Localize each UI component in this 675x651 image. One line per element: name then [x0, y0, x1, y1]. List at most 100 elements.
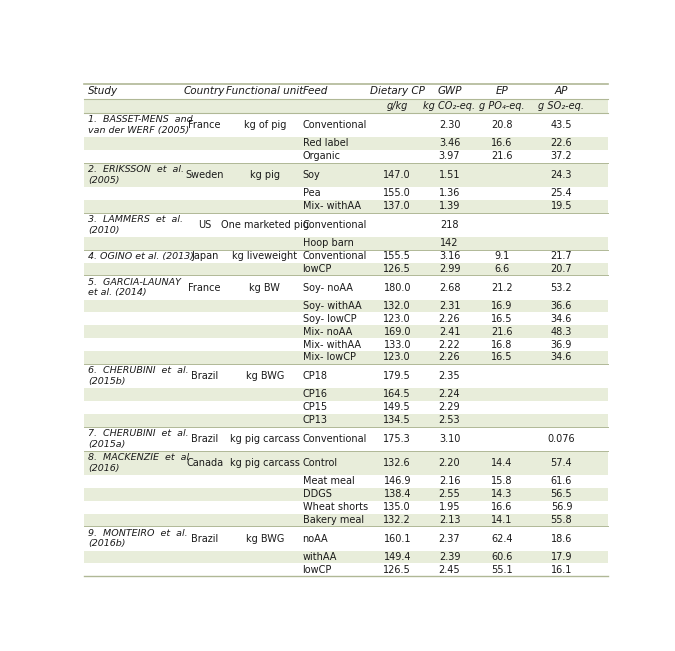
Text: 2.31: 2.31 [439, 301, 460, 311]
Text: 180.0: 180.0 [383, 283, 411, 292]
Text: 2.16: 2.16 [439, 477, 460, 486]
Text: 4. OGINO et al. (2013): 4. OGINO et al. (2013) [88, 252, 194, 260]
Bar [84, 527, 608, 551]
Text: 36.9: 36.9 [551, 340, 572, 350]
Bar [84, 163, 608, 187]
Text: 2.29: 2.29 [439, 402, 460, 412]
Text: 21.6: 21.6 [491, 151, 512, 161]
Text: 218: 218 [440, 220, 459, 230]
Text: 43.5: 43.5 [551, 120, 572, 130]
Bar [84, 450, 608, 475]
Bar [84, 488, 608, 501]
Text: 2.26: 2.26 [439, 352, 460, 363]
Text: 1.  BASSET-MENS  and
van der WERF (2005): 1. BASSET-MENS and van der WERF (2005) [88, 115, 192, 135]
Text: kg pig carcass: kg pig carcass [230, 434, 300, 444]
Text: CP13: CP13 [302, 415, 327, 425]
Text: Conventional: Conventional [302, 434, 367, 444]
Text: 138.4: 138.4 [383, 490, 411, 499]
Text: Dietary CP: Dietary CP [370, 87, 425, 96]
Bar [84, 338, 608, 351]
Text: kg BW: kg BW [250, 283, 280, 292]
Text: 34.6: 34.6 [551, 352, 572, 363]
Text: 56.9: 56.9 [551, 502, 572, 512]
Text: Red label: Red label [302, 139, 348, 148]
Bar [84, 388, 608, 401]
Text: 16.1: 16.1 [551, 565, 572, 575]
Text: Feed: Feed [302, 87, 328, 96]
Text: France: France [188, 120, 221, 130]
Text: 6.6: 6.6 [494, 264, 510, 274]
Text: US: US [198, 220, 211, 230]
Text: Pea: Pea [302, 188, 320, 199]
Bar [84, 200, 608, 213]
Text: kg liveweight: kg liveweight [232, 251, 298, 261]
Text: 1.39: 1.39 [439, 201, 460, 211]
Text: Conventional: Conventional [302, 251, 367, 261]
Text: 3.97: 3.97 [439, 151, 460, 161]
Text: g/kg: g/kg [387, 101, 408, 111]
Text: 25.4: 25.4 [551, 188, 572, 199]
Text: 14.3: 14.3 [491, 490, 512, 499]
Text: 56.5: 56.5 [551, 490, 572, 499]
Bar [84, 213, 608, 237]
Text: 2.  ERIKSSON  et  al.
(2005): 2. ERIKSSON et al. (2005) [88, 165, 184, 185]
Text: Soy: Soy [302, 170, 320, 180]
Text: 3.46: 3.46 [439, 139, 460, 148]
Text: One marketed pig: One marketed pig [221, 220, 309, 230]
Text: lowCP: lowCP [302, 565, 332, 575]
Text: Sweden: Sweden [186, 170, 224, 180]
Text: 20.8: 20.8 [491, 120, 512, 130]
Text: kg pig: kg pig [250, 170, 280, 180]
Text: 2.22: 2.22 [439, 340, 460, 350]
Bar [84, 299, 608, 312]
Bar [84, 113, 608, 137]
Text: 132.2: 132.2 [383, 515, 411, 525]
Text: 164.5: 164.5 [383, 389, 411, 400]
Bar [84, 551, 608, 564]
Text: 146.9: 146.9 [383, 477, 411, 486]
Text: 34.6: 34.6 [551, 314, 572, 324]
Text: 55.1: 55.1 [491, 565, 512, 575]
Bar [84, 312, 608, 326]
Bar [84, 275, 608, 299]
Text: 21.6: 21.6 [491, 327, 512, 337]
Text: 169.0: 169.0 [383, 327, 411, 337]
Text: 155.5: 155.5 [383, 251, 411, 261]
Text: Japan: Japan [191, 251, 219, 261]
Text: Mix- withAA: Mix- withAA [302, 340, 360, 350]
Text: 8.  MACKENZIE  et  al
(2016): 8. MACKENZIE et al (2016) [88, 453, 189, 473]
Text: 135.0: 135.0 [383, 502, 411, 512]
Text: 36.6: 36.6 [551, 301, 572, 311]
Bar [84, 501, 608, 514]
Text: Brazil: Brazil [191, 434, 218, 444]
Text: Brazil: Brazil [191, 371, 218, 381]
Text: Mix- withAA: Mix- withAA [302, 201, 360, 211]
Text: Meat meal: Meat meal [302, 477, 354, 486]
Text: 19.5: 19.5 [551, 201, 572, 211]
Bar [84, 414, 608, 426]
Text: 57.4: 57.4 [551, 458, 572, 468]
Text: 160.1: 160.1 [383, 534, 411, 544]
Text: 147.0: 147.0 [383, 170, 411, 180]
Text: 133.0: 133.0 [383, 340, 411, 350]
Text: 1.36: 1.36 [439, 188, 460, 199]
Text: 22.6: 22.6 [551, 139, 572, 148]
Text: CP18: CP18 [302, 371, 327, 381]
Text: 3.10: 3.10 [439, 434, 460, 444]
Text: kg BWG: kg BWG [246, 534, 284, 544]
Text: 2.39: 2.39 [439, 552, 460, 562]
Bar [84, 426, 608, 450]
Bar [84, 326, 608, 338]
Text: withAA: withAA [302, 552, 337, 562]
Text: 2.20: 2.20 [439, 458, 460, 468]
Text: 134.5: 134.5 [383, 415, 411, 425]
Text: CP15: CP15 [302, 402, 327, 412]
Text: 16.9: 16.9 [491, 301, 512, 311]
Text: 0.076: 0.076 [547, 434, 575, 444]
Text: Conventional: Conventional [302, 120, 367, 130]
Text: 15.8: 15.8 [491, 477, 512, 486]
Text: 16.5: 16.5 [491, 314, 512, 324]
Text: 1.95: 1.95 [439, 502, 460, 512]
Text: 126.5: 126.5 [383, 565, 411, 575]
Text: g SO₂-eq.: g SO₂-eq. [539, 101, 585, 111]
